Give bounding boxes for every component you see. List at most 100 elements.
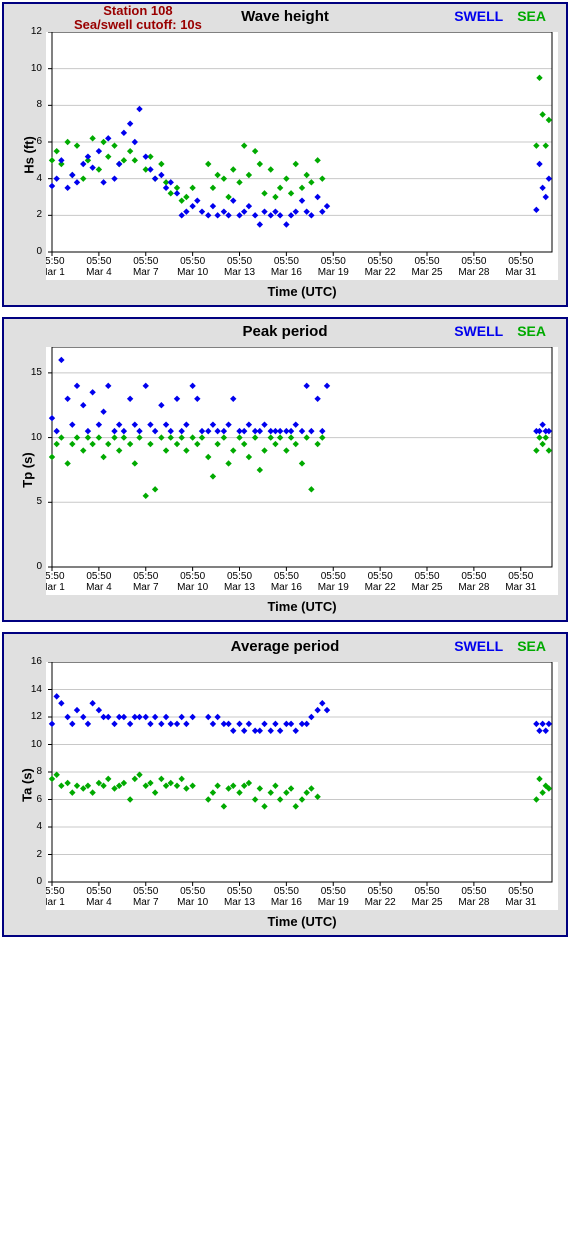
legend-swell: SWELL: [454, 323, 503, 339]
svg-text:Mar 31: Mar 31: [505, 267, 537, 278]
plot-area: 024681012141605:50Mar 105:50Mar 405:50Ma…: [46, 662, 558, 910]
y-tick-label: 2: [22, 209, 42, 220]
svg-text:05:50: 05:50: [414, 886, 439, 897]
y-tick-label: 14: [22, 684, 42, 695]
svg-text:Mar 10: Mar 10: [177, 897, 209, 908]
y-tick-label: 6: [22, 794, 42, 805]
svg-text:Mar 31: Mar 31: [505, 897, 537, 908]
chart-header: Peak periodSWELLSEA: [4, 319, 566, 347]
svg-text:Mar 13: Mar 13: [224, 267, 256, 278]
svg-text:05:50: 05:50: [227, 571, 252, 582]
svg-text:Mar 7: Mar 7: [133, 267, 159, 278]
svg-text:05:50: 05:50: [227, 256, 252, 267]
y-tick-label: 8: [22, 766, 42, 777]
svg-text:Mar 28: Mar 28: [458, 267, 490, 278]
y-tick-label: 15: [22, 367, 42, 378]
svg-text:Mar 19: Mar 19: [318, 267, 350, 278]
chart-header: Average periodSWELLSEA: [4, 634, 566, 662]
y-tick-label: 0: [22, 246, 42, 257]
svg-text:Mar 16: Mar 16: [271, 582, 303, 593]
svg-text:05:50: 05:50: [321, 256, 346, 267]
x-axis-label: Time (UTC): [46, 599, 558, 620]
svg-text:Mar 19: Mar 19: [318, 582, 350, 593]
svg-text:05:50: 05:50: [368, 571, 393, 582]
y-tick-label: 12: [22, 26, 42, 37]
svg-text:Mar 4: Mar 4: [86, 897, 112, 908]
svg-text:05:50: 05:50: [180, 256, 205, 267]
y-tick-label: 0: [22, 876, 42, 887]
svg-text:05:50: 05:50: [274, 571, 299, 582]
svg-text:05:50: 05:50: [461, 256, 486, 267]
y-tick-label: 2: [22, 849, 42, 860]
y-tick-label: 10: [22, 63, 42, 74]
svg-text:05:50: 05:50: [86, 256, 111, 267]
svg-text:Mar 25: Mar 25: [411, 267, 443, 278]
svg-text:Mar 16: Mar 16: [271, 897, 303, 908]
svg-text:05:50: 05:50: [368, 256, 393, 267]
y-tick-label: 0: [22, 561, 42, 572]
svg-text:05:50: 05:50: [227, 886, 252, 897]
chart-legend: SWELL SEA: [454, 323, 546, 339]
svg-text:Mar 25: Mar 25: [411, 582, 443, 593]
svg-text:05:50: 05:50: [461, 886, 486, 897]
y-tick-label: 6: [22, 136, 42, 147]
svg-text:Mar 4: Mar 4: [86, 267, 112, 278]
svg-text:05:50: 05:50: [46, 571, 65, 582]
svg-text:05:50: 05:50: [133, 886, 158, 897]
y-tick-label: 10: [22, 432, 42, 443]
svg-text:05:50: 05:50: [461, 571, 486, 582]
chart-legend: SWELL SEA: [454, 8, 546, 24]
legend-sea: SEA: [517, 323, 546, 339]
y-tick-label: 10: [22, 739, 42, 750]
legend-swell: SWELL: [454, 638, 503, 654]
y-tick-label: 4: [22, 173, 42, 184]
svg-text:Mar 13: Mar 13: [224, 897, 256, 908]
svg-text:Mar 10: Mar 10: [177, 582, 209, 593]
svg-text:Mar 7: Mar 7: [133, 897, 159, 908]
svg-text:05:50: 05:50: [86, 571, 111, 582]
average-period-chart: Average periodSWELLSEATa (s)024681012141…: [2, 632, 568, 937]
wave-height-chart: Station 108Sea/swell cutoff: 10sWave hei…: [2, 2, 568, 307]
svg-text:05:50: 05:50: [86, 886, 111, 897]
y-tick-label: 4: [22, 821, 42, 832]
x-axis-label: Time (UTC): [46, 914, 558, 935]
svg-text:05:50: 05:50: [508, 571, 533, 582]
legend-sea: SEA: [517, 8, 546, 24]
svg-text:05:50: 05:50: [274, 886, 299, 897]
y-tick-label: 16: [22, 656, 42, 667]
svg-text:Mar 4: Mar 4: [86, 582, 112, 593]
svg-text:05:50: 05:50: [180, 571, 205, 582]
plot-area: 05101505:50Mar 105:50Mar 405:50Mar 705:5…: [46, 347, 558, 595]
peak-period-chart: Peak periodSWELLSEATp (s)05101505:50Mar …: [2, 317, 568, 622]
svg-text:05:50: 05:50: [133, 571, 158, 582]
y-tick-label: 5: [22, 496, 42, 507]
svg-text:Mar 7: Mar 7: [133, 582, 159, 593]
svg-text:Mar 1: Mar 1: [46, 267, 65, 278]
svg-text:Mar 16: Mar 16: [271, 267, 303, 278]
y-tick-label: 8: [22, 99, 42, 110]
svg-text:Mar 13: Mar 13: [224, 582, 256, 593]
legend-sea: SEA: [517, 638, 546, 654]
svg-text:05:50: 05:50: [414, 256, 439, 267]
svg-text:05:50: 05:50: [46, 886, 65, 897]
y-tick-label: 12: [22, 711, 42, 722]
y-axis-label: Tp (s): [20, 452, 35, 487]
x-axis-label: Time (UTC): [46, 284, 558, 305]
svg-text:05:50: 05:50: [414, 571, 439, 582]
plot-area: 02468101205:50Mar 105:50Mar 405:50Mar 70…: [46, 32, 558, 280]
svg-text:Mar 19: Mar 19: [318, 897, 350, 908]
svg-text:Mar 28: Mar 28: [458, 897, 490, 908]
svg-text:Mar 25: Mar 25: [411, 897, 443, 908]
svg-text:05:50: 05:50: [321, 886, 346, 897]
svg-text:05:50: 05:50: [508, 256, 533, 267]
svg-text:05:50: 05:50: [133, 256, 158, 267]
legend-swell: SWELL: [454, 8, 503, 24]
svg-text:Mar 31: Mar 31: [505, 582, 537, 593]
svg-text:Mar 1: Mar 1: [46, 582, 65, 593]
svg-text:Mar 10: Mar 10: [177, 267, 209, 278]
svg-text:05:50: 05:50: [321, 571, 346, 582]
chart-header: Station 108Sea/swell cutoff: 10sWave hei…: [4, 4, 566, 32]
svg-text:05:50: 05:50: [46, 256, 65, 267]
svg-text:Mar 1: Mar 1: [46, 897, 65, 908]
svg-text:05:50: 05:50: [180, 886, 205, 897]
